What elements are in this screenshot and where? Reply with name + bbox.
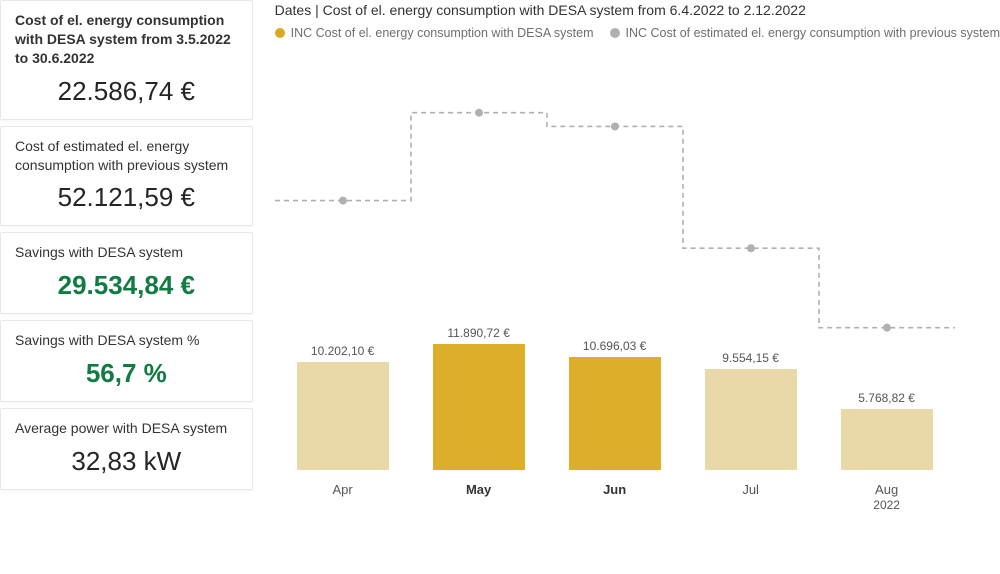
- bar: [705, 369, 797, 470]
- kpi-sidebar: Cost of el. energy consumption with DESA…: [0, 0, 253, 574]
- legend-label: INC Cost of el. energy consumption with …: [291, 26, 594, 40]
- x-axis-label: May: [411, 474, 547, 520]
- kpi-card-cost-desa: Cost of el. energy consumption with DESA…: [0, 0, 253, 120]
- x-axis-label: Jun: [547, 474, 683, 520]
- x-axis-year: 2022: [819, 498, 955, 512]
- kpi-value: 56,7 %: [15, 356, 238, 389]
- kpi-value: 22.586,74 €: [15, 74, 238, 107]
- bar: [433, 344, 525, 470]
- chart-area[interactable]: 10.202,10 € 11.890,72 € 10.696,03 € 9.554,1…: [275, 50, 955, 520]
- bars-row: 10.202,10 € 11.890,72 € 10.696,03 € 9.554,1…: [275, 110, 955, 470]
- kpi-title: Cost of el. energy consumption with DESA…: [15, 11, 238, 68]
- chart-legend: INC Cost of el. energy consumption with …: [275, 26, 1000, 40]
- x-axis-label: Jul: [683, 474, 819, 520]
- kpi-value: 29.534,84 €: [15, 268, 238, 301]
- bar-value-label: 11.890,72 €: [447, 326, 510, 340]
- bar-value-label: 10.696,03 €: [583, 339, 646, 353]
- bar-group[interactable]: 9.554,15 €: [683, 110, 819, 470]
- chart-title: Dates | Cost of el. energy consumption w…: [275, 2, 1000, 18]
- kpi-value: 52.121,59 €: [15, 180, 238, 213]
- bar: [841, 409, 933, 470]
- kpi-card-savings-pct: Savings with DESA system % 56,7 %: [0, 320, 253, 402]
- kpi-title: Savings with DESA system: [15, 243, 238, 262]
- legend-item-previous[interactable]: INC Cost of estimated el. energy consump…: [610, 26, 1000, 40]
- kpi-title: Savings with DESA system %: [15, 331, 238, 350]
- legend-item-desa[interactable]: INC Cost of el. energy consumption with …: [275, 26, 594, 40]
- kpi-card-savings: Savings with DESA system 29.534,84 €: [0, 232, 253, 314]
- bar-value-label: 5.768,82 €: [858, 391, 915, 405]
- bar-group[interactable]: 5.768,82 €: [819, 110, 955, 470]
- legend-label: INC Cost of estimated el. energy consump…: [626, 26, 1000, 40]
- bar-value-label: 9.554,15 €: [722, 351, 779, 365]
- kpi-card-cost-previous: Cost of estimated el. energy consumption…: [0, 126, 253, 227]
- x-axis-label: Apr: [275, 474, 411, 520]
- bar: [297, 362, 389, 470]
- x-axis-label: Aug2022: [819, 474, 955, 520]
- bar: [569, 357, 661, 470]
- bar-group[interactable]: 10.696,03 €: [547, 110, 683, 470]
- bar-group[interactable]: 10.202,10 €: [275, 110, 411, 470]
- kpi-card-avg-power: Average power with DESA system 32,83 kW: [0, 408, 253, 490]
- kpi-title: Cost of estimated el. energy consumption…: [15, 137, 238, 175]
- x-axis-labels: AprMayJunJulAug2022: [275, 474, 955, 520]
- kpi-title: Average power with DESA system: [15, 419, 238, 438]
- legend-swatch-icon: [610, 28, 620, 38]
- chart-panel: Dates | Cost of el. energy consumption w…: [253, 0, 1000, 574]
- kpi-value: 32,83 kW: [15, 444, 238, 477]
- bar-group[interactable]: 11.890,72 €: [411, 110, 547, 470]
- legend-swatch-icon: [275, 28, 285, 38]
- bar-value-label: 10.202,10 €: [311, 344, 374, 358]
